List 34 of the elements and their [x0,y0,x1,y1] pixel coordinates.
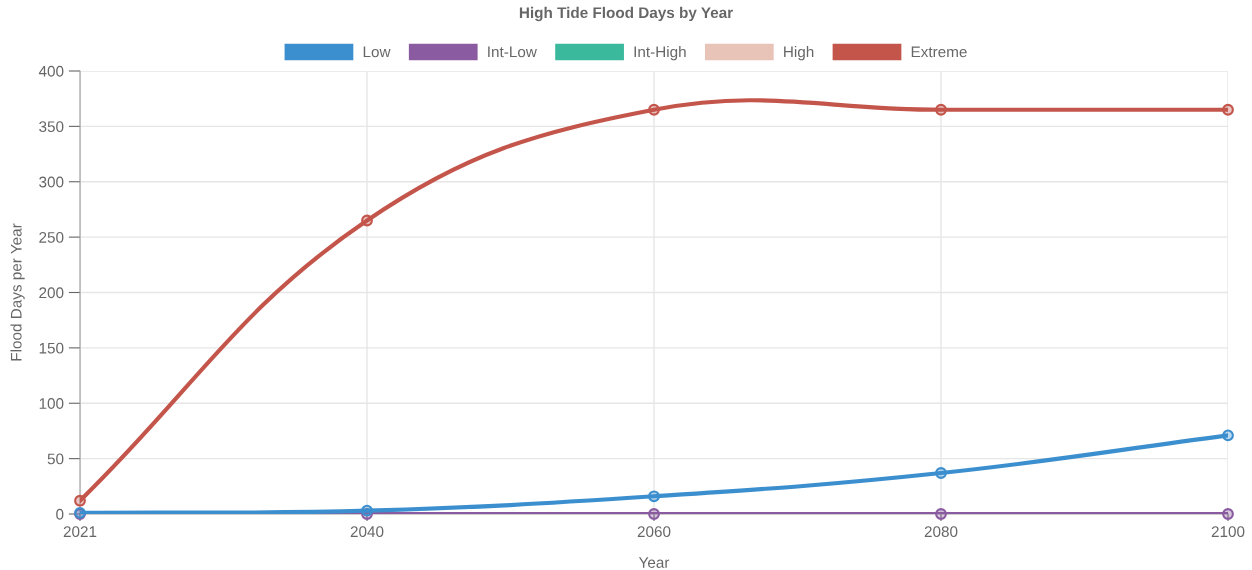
point [935,508,947,520]
point [1222,508,1234,520]
chart-title: High Tide Flood Days by Year [519,6,733,22]
point [361,214,373,227]
y-axis-title: Flood Days per Year [10,223,25,361]
x-tick-label: 2080 [924,526,958,538]
point [648,508,660,520]
point [1222,103,1234,116]
point [1222,429,1234,442]
point [935,103,947,116]
y-tick-label: 250 [39,231,64,243]
y-tick-label: 150 [39,342,64,354]
legend-label: High [784,46,814,61]
point [648,103,660,116]
point [74,494,86,507]
y-tick-label: 400 [38,65,64,77]
x-tick-label: 2100 [1211,526,1245,538]
legend-label: Int-Low [488,46,537,58]
point [361,504,373,517]
y-tick-label: 300 [39,176,64,188]
legend-label: Int-High [634,46,686,61]
point [935,467,947,479]
x-axis-title: Year [638,557,670,568]
x-tick-label: 2060 [637,526,671,538]
legend-label: Extreme [911,46,967,58]
y-tick-label: 50 [47,453,64,465]
legend-label: Low [363,46,391,58]
y-tick-label: 350 [39,121,64,133]
y-tick-label: 100 [39,398,64,409]
y-tick-label: 200 [39,287,64,299]
y-tick-label: 0 [56,508,64,520]
x-tick-label: 2040 [350,526,384,538]
x-tick-label: 2021 [63,526,97,538]
point [648,490,660,503]
